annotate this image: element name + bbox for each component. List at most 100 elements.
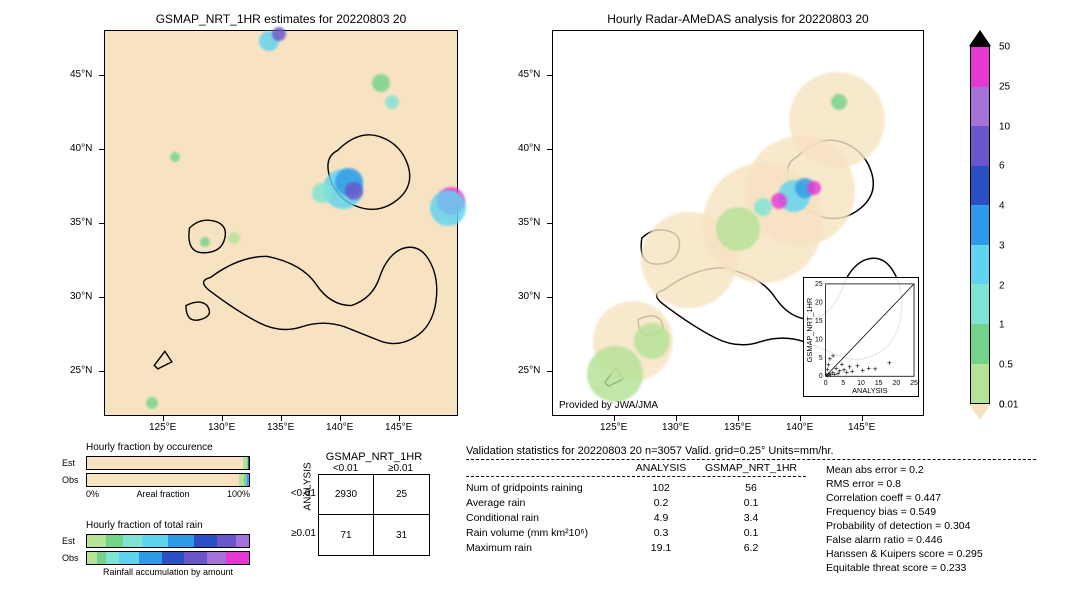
hbar-row-label: Est	[62, 536, 86, 546]
hbar-seg	[119, 552, 138, 564]
stats-metric: Frequency bias = 0.549	[826, 504, 983, 518]
rain-spot	[228, 232, 240, 244]
svg-text:5: 5	[841, 380, 845, 387]
stats-th: ANALYSIS GSMAP_NRT_1HR	[466, 462, 806, 474]
hbar-row: Obs	[62, 472, 250, 488]
stats-row: Num of gridpoints raining10256	[466, 479, 806, 494]
colorbar-label: 2	[999, 280, 1005, 291]
svg-text:+: +	[887, 358, 892, 367]
rain-spot	[831, 94, 847, 110]
rain-spot	[272, 27, 286, 41]
hbar-row-label: Obs	[62, 553, 86, 563]
hbar-row: Est	[62, 533, 250, 549]
scatter-inset: 00551010151520202525++++++++++++++++++++…	[803, 277, 919, 397]
map2-title: Hourly Radar-AMeDAS analysis for 2022080…	[552, 12, 924, 26]
hbar-row-label: Obs	[62, 475, 86, 485]
colorbar-label: 3	[999, 240, 1005, 251]
hbar-bar	[86, 551, 250, 565]
svg-text:+: +	[831, 351, 836, 360]
xtick: 130°E	[208, 422, 235, 433]
hbar-seg	[162, 552, 185, 564]
stats-metrics: Mean abs error = 0.2RMS error = 0.8Corre…	[826, 462, 983, 574]
colorbar-label: 50	[999, 42, 1010, 53]
svg-text:+: +	[860, 366, 865, 375]
stats-metric: Mean abs error = 0.2	[826, 462, 983, 476]
xtick: 145°E	[848, 422, 875, 433]
rain-spot	[771, 193, 787, 209]
stats-metric: Equitable threat score = 0.233	[826, 560, 983, 574]
rain-spot	[430, 190, 466, 226]
hbar1-axis-0: 0%	[86, 489, 99, 499]
hbar-seg	[139, 552, 162, 564]
hbar-seg	[123, 535, 142, 547]
stats-table: ANALYSIS GSMAP_NRT_1HR Num of gridpoints…	[466, 462, 806, 574]
xtick: 140°E	[786, 422, 813, 433]
colorbar-seg	[971, 126, 989, 166]
hbar-seg	[217, 535, 236, 547]
svg-text:0: 0	[819, 373, 823, 380]
rain-spot	[789, 72, 885, 168]
scatter-svg: 00551010151520202525++++++++++++++++++++…	[804, 278, 918, 396]
hbar1-axis: 0% Areal fraction 100%	[86, 489, 250, 499]
svg-text:5: 5	[819, 355, 823, 362]
hbar-seg	[194, 535, 217, 547]
colorbar-seg	[971, 205, 989, 245]
colorbar-seg	[971, 87, 989, 127]
ytick: 25°N	[518, 365, 540, 376]
hbar-row-label: Est	[62, 458, 86, 468]
colorbar-label: 10	[999, 121, 1010, 132]
rain-spot	[754, 198, 772, 216]
rain-spot	[385, 95, 399, 109]
ctable-y0: <0.01	[291, 488, 316, 499]
hbar-seg	[207, 552, 226, 564]
ytick: 40°N	[518, 143, 540, 154]
stats-dash2	[466, 476, 806, 477]
svg-text:+: +	[866, 364, 871, 373]
svg-text:25: 25	[815, 281, 823, 288]
ytick: 35°N	[518, 217, 540, 228]
stats-title: Validation statistics for 20220803 20 n=…	[466, 445, 1036, 457]
xtick: 140°E	[326, 422, 353, 433]
ctable-xlabels: <0.01 ≥0.01	[318, 463, 430, 474]
validation-stats: Validation statistics for 20220803 20 n=…	[466, 445, 1036, 574]
xtick: 130°E	[662, 422, 689, 433]
hbar-seg	[248, 457, 249, 469]
hbar-seg	[106, 535, 122, 547]
colorbar: 2510643210.50.01500	[970, 46, 990, 404]
ctable-x1: ≥0.01	[373, 463, 428, 474]
rain-spot	[200, 237, 210, 247]
stats-metric: False alarm ratio = 0.446	[826, 532, 983, 546]
xtick: 145°E	[385, 422, 412, 433]
rain-spot	[146, 397, 158, 409]
rain-spot	[807, 181, 821, 195]
colorbar-arrow-bot	[969, 404, 991, 420]
ctable-c00: 2930	[319, 475, 374, 514]
hbar-bar	[86, 534, 250, 548]
colorbar-seg	[971, 284, 989, 324]
stats-metric: Correlation coeff = 0.447	[826, 490, 983, 504]
svg-text:+: +	[855, 362, 860, 371]
hbar1-title: Hourly fraction by occurence	[86, 442, 250, 453]
rain-spot	[372, 74, 390, 92]
hbar-seg	[87, 457, 243, 469]
attribution: Provided by JWA/JMA	[559, 400, 658, 411]
colorbar-seg	[971, 324, 989, 364]
ctable-title: GSMAP_NRT_1HR	[318, 451, 430, 463]
xtick: 125°E	[600, 422, 627, 433]
xtick: 135°E	[267, 422, 294, 433]
stats-row: Conditional rain4.93.4	[466, 509, 806, 524]
svg-text:25: 25	[910, 380, 918, 387]
stats-metric: Hanssen & Kuipers score = 0.295	[826, 546, 983, 560]
colorbar-label: 0	[999, 400, 1005, 411]
xtick: 135°E	[724, 422, 751, 433]
ctable-body: 2930 25 71 31	[318, 474, 430, 556]
colorbar-label: 0.5	[999, 360, 1013, 371]
hbar-seg	[87, 552, 97, 564]
ctable-c01: 25	[374, 475, 429, 514]
ytick: 45°N	[518, 69, 540, 80]
hbar-seg	[184, 552, 207, 564]
stats-metric: Probability of detection = 0.304	[826, 518, 983, 532]
ctable-y1: ≥0.01	[291, 528, 316, 539]
hbar2-subtitle: Rainfall accumulation by amount	[86, 567, 250, 577]
colorbar-label: 6	[999, 161, 1005, 172]
